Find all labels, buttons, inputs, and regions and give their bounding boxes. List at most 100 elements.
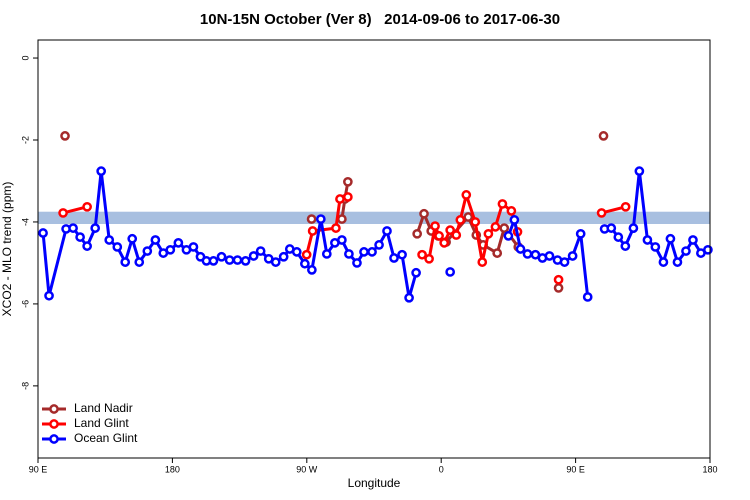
data-point [461, 190, 472, 200]
legend-swatch-marker [49, 404, 59, 414]
data-point [255, 246, 266, 256]
data-point [44, 290, 54, 301]
data-point [68, 223, 78, 233]
data-point [470, 217, 481, 227]
y-tick-label: -2 [20, 136, 30, 144]
data-point [300, 258, 310, 269]
data-point [613, 232, 624, 242]
data-point [419, 208, 429, 219]
data-point [291, 247, 302, 257]
data-point [455, 215, 466, 225]
data-point [337, 214, 347, 224]
data-point [337, 235, 347, 245]
y-tick-label: -8 [20, 382, 30, 390]
data-point [445, 267, 456, 277]
plot-frame [37, 39, 711, 459]
data-point [553, 283, 564, 293]
data-point [658, 257, 669, 267]
data-point [509, 215, 520, 225]
y-tick-label: 0 [20, 56, 30, 61]
plot-area [38, 131, 713, 303]
data-point [315, 214, 326, 224]
data-point [598, 131, 609, 141]
data-point [331, 223, 341, 233]
data-point [165, 244, 176, 255]
legend-swatch-marker [49, 419, 59, 429]
data-point [134, 257, 145, 267]
x-tick-label: 180 [702, 464, 717, 474]
data-point [672, 257, 683, 267]
data-point [389, 253, 399, 263]
data-point [301, 249, 312, 260]
data-point [411, 267, 421, 278]
data-point [75, 232, 85, 242]
data-point [642, 235, 653, 245]
data-point [307, 265, 317, 275]
chart-title: 10N-15N October (Ver 8) 2014-09-06 to 20… [200, 11, 560, 28]
data-point [321, 249, 332, 259]
x-tick-label: 180 [165, 464, 180, 474]
data-point [367, 247, 377, 257]
data-point [343, 176, 353, 187]
data-point [306, 214, 317, 224]
data-point [665, 233, 676, 244]
data-point [208, 256, 219, 266]
data-point [38, 228, 48, 238]
data-point [278, 251, 289, 262]
data-point [582, 292, 593, 302]
data-point [82, 201, 92, 212]
data-point [240, 256, 251, 266]
data-point [490, 222, 501, 232]
data-point [58, 208, 68, 218]
legend-label: Land Glint [74, 416, 129, 430]
x-tick-label: 90 W [296, 464, 318, 474]
data-point [522, 249, 533, 259]
data-point [224, 255, 235, 265]
data-point [90, 223, 101, 233]
data-point [173, 238, 184, 248]
data-point [430, 221, 440, 231]
data-point [477, 257, 488, 267]
data-point [553, 274, 564, 285]
data-point [634, 166, 645, 176]
data-point [628, 223, 639, 233]
data-point [559, 257, 570, 267]
data-point [232, 255, 243, 265]
data-point [127, 233, 138, 244]
x-tick-label: 0 [439, 464, 444, 474]
data-point [424, 253, 434, 264]
data-point [335, 194, 345, 204]
x-axis-label: Longitude [348, 476, 401, 490]
data-point [567, 251, 578, 261]
data-point [82, 241, 92, 251]
data-point [544, 251, 555, 261]
data-point [270, 257, 281, 267]
data-point [620, 201, 631, 212]
reference-band [38, 211, 710, 225]
data-point [248, 251, 259, 261]
y-tick-label: -4 [20, 218, 30, 226]
data-point [417, 249, 427, 260]
data-point [96, 166, 107, 176]
legend-label: Ocean Glint [74, 431, 138, 445]
data-point [188, 242, 199, 252]
data-point [412, 228, 423, 239]
data-point [142, 246, 153, 256]
y-tick-label: -6 [20, 300, 30, 308]
x-tick-label: 90 E [29, 464, 48, 474]
legend-label: Land Nadir [74, 401, 133, 415]
data-point [150, 235, 161, 245]
data-point [307, 226, 318, 236]
data-point [497, 199, 508, 209]
data-point [620, 241, 631, 251]
data-point [112, 242, 123, 252]
data-point [216, 251, 227, 262]
data-point [60, 131, 70, 141]
data-point [434, 231, 444, 241]
data-point [374, 240, 384, 250]
data-point [503, 231, 514, 241]
data-point [596, 208, 607, 218]
data-point [451, 230, 462, 240]
data-point [445, 225, 456, 235]
series-line [41, 169, 709, 300]
